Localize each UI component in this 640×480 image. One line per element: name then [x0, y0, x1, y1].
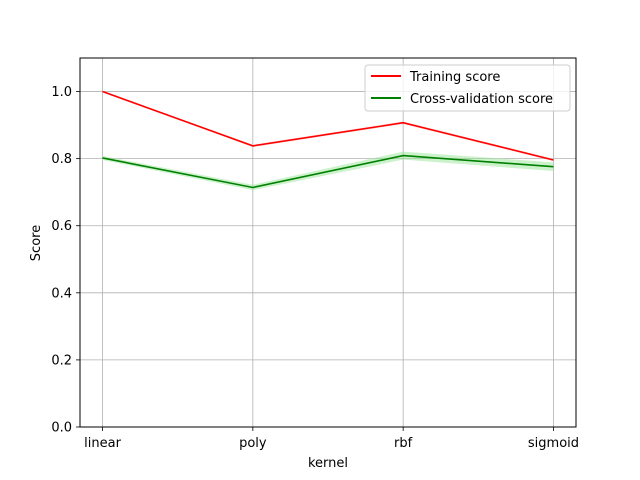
legend: Training score Cross-validation score: [364, 64, 571, 112]
y-tick-label: 0.6: [51, 219, 72, 234]
legend-box: [364, 64, 571, 112]
x-tick-label: linear: [84, 436, 121, 451]
y-tick-label: 0.0: [51, 421, 72, 436]
series-line-cross-validation: [102, 154, 554, 189]
y-axis-label: Score: [29, 225, 44, 261]
plot-frame: [79, 57, 577, 428]
x-tick-label: sigmoid: [528, 436, 579, 451]
ticks: linear poly rbf sigmoid 0.0 0.2 0.4 0.6 0.8 1.0: [51, 85, 579, 451]
y-tick-label: 0.8: [51, 152, 72, 167]
y-tick-label: 1.0: [51, 85, 72, 100]
y-tick-label: 0.4: [51, 286, 72, 301]
series-lines: [102, 90, 554, 189]
grid: [80, 58, 576, 428]
y-tick-label: 0.2: [51, 353, 72, 368]
x-tick-label: poly: [239, 436, 267, 451]
x-tick-label: rbf: [394, 436, 413, 451]
x-axis-label: kernel: [308, 456, 348, 471]
legend-label-cross-validation: Cross-validation score: [410, 92, 553, 107]
series-line-training: [102, 90, 554, 161]
legend-label-training: Training score: [409, 70, 500, 85]
